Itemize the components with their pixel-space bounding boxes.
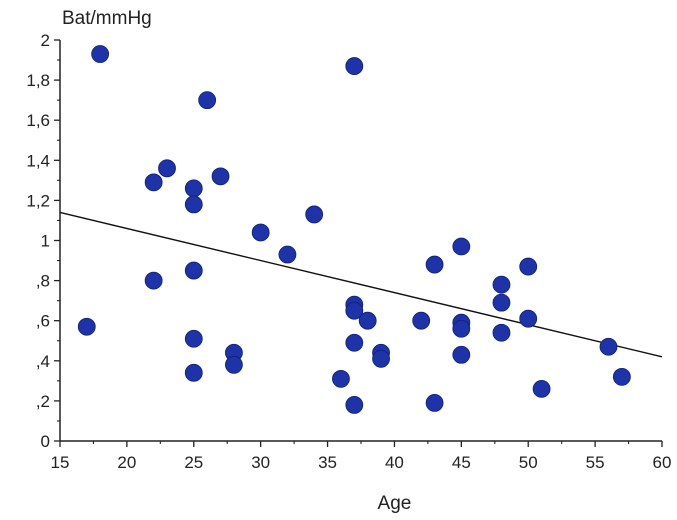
axes: [59, 40, 662, 442]
scatter-point: [251, 223, 270, 242]
y-tick-label: ,4: [36, 352, 50, 371]
trend-line: [59, 211, 663, 358]
x-tick-label: 35: [318, 453, 337, 472]
x-tick-label: 60: [653, 453, 672, 472]
y-tick-label: 1,2: [26, 191, 50, 210]
x-tick-label: 30: [251, 453, 270, 472]
scatter-point: [91, 45, 110, 63]
scatter-point: [345, 57, 364, 75]
tick-group: 0 ,2 ,4 ,6 ,8 1 1,2 1,4 1,6 1,8 2 15 20 25 30 35 40 45 50 5…: [26, 31, 671, 472]
trendline-group: [59, 211, 663, 358]
y-axis-title: Bat/mmHg: [62, 8, 152, 29]
scatter-point: [158, 159, 176, 178]
scatter-point: [144, 173, 163, 192]
data-points: [77, 45, 631, 414]
scatter-point: [345, 333, 364, 352]
scatter-point: [345, 301, 364, 320]
x-axis-title: Age: [378, 493, 412, 514]
scatter-point: [519, 257, 538, 276]
scatter-point: [452, 319, 471, 338]
y-tick-label: 1,6: [26, 111, 50, 130]
scatter-point: [492, 275, 511, 294]
scatter-point: [184, 363, 203, 382]
y-tick-label: 1,8: [26, 71, 50, 90]
scatter-point: [425, 255, 444, 274]
scatter-point: [305, 205, 324, 224]
x-tick-label: 45: [452, 453, 471, 472]
scatter-point: [412, 311, 431, 330]
y-tick-label: 2: [41, 31, 50, 50]
scatter-point: [184, 329, 203, 348]
scatter-point: [452, 345, 471, 364]
y-tick-label: 0: [41, 432, 50, 451]
y-tick-label: ,2: [36, 392, 50, 411]
scatter-point: [184, 261, 203, 280]
scatter-point: [345, 396, 364, 414]
scatter-point: [532, 379, 551, 398]
scatter-point: [225, 355, 243, 374]
x-tick-label: 25: [184, 453, 203, 472]
x-tick-label: 50: [519, 453, 538, 472]
x-tick-label: 20: [117, 453, 136, 472]
scatter-point: [144, 271, 163, 290]
scatter-point: [599, 337, 618, 356]
scatter-point: [492, 323, 511, 342]
scatter-point: [184, 195, 203, 214]
scatter-point: [452, 237, 471, 256]
scatter-point: [519, 309, 538, 328]
scatter-point: [211, 167, 230, 186]
scatter-point: [332, 369, 350, 388]
x-tick-label: 15: [51, 453, 70, 472]
scatter-point: [492, 293, 511, 312]
x-tick-label: 40: [385, 453, 404, 472]
scatter-point: [612, 367, 631, 386]
scatter-point: [198, 91, 217, 110]
scatter-point: [358, 311, 377, 330]
y-tick-label: 1: [41, 232, 50, 251]
y-tick-label: ,6: [36, 312, 50, 331]
scatter-point: [372, 349, 390, 368]
scatter-point: [278, 245, 297, 264]
y-tick-label: ,8: [36, 272, 50, 291]
scatter-point: [425, 394, 444, 412]
y-tick-label: 1,4: [26, 151, 50, 170]
scatter-point: [184, 179, 203, 198]
scatter-point: [77, 317, 96, 336]
x-tick-label: 55: [586, 453, 605, 472]
